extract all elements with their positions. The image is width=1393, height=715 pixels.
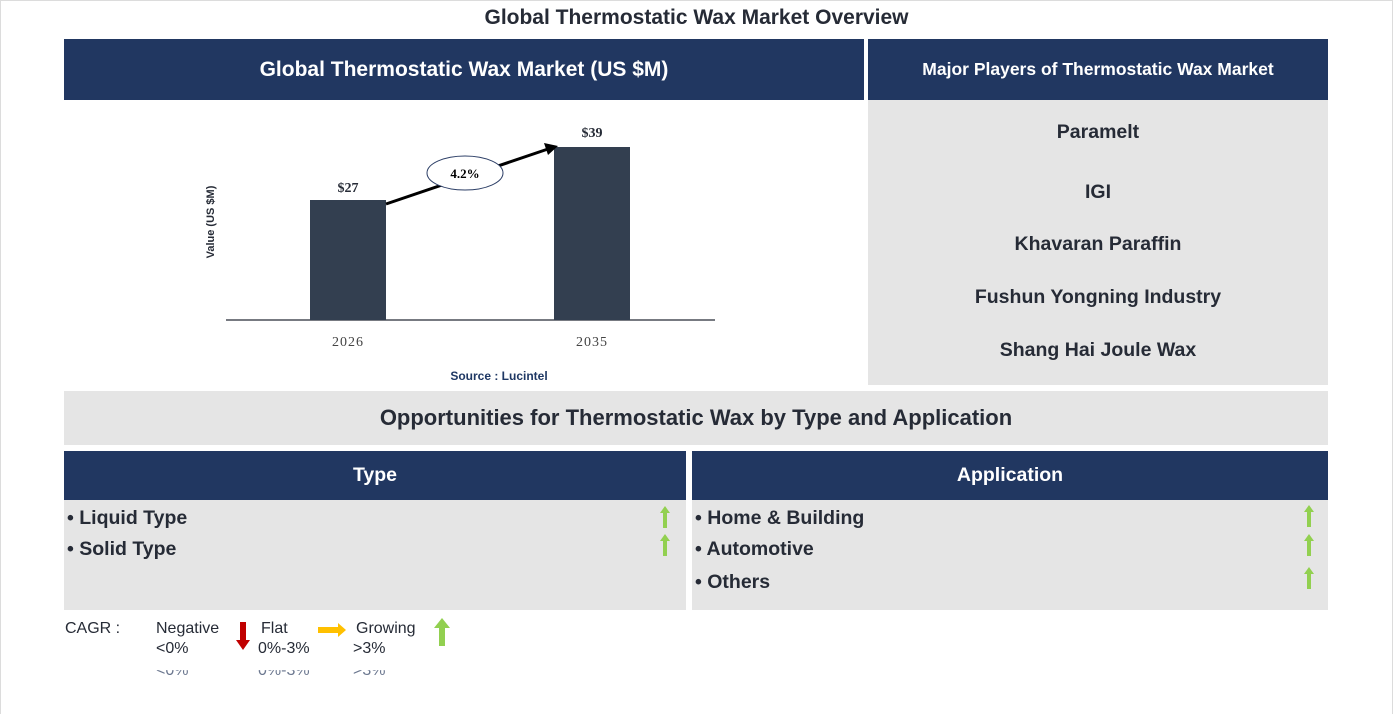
application-item-automotive: • Automotive (695, 538, 814, 560)
market-panel-header: Global Thermostatic Wax Market (US $M) (64, 39, 864, 100)
legend-negative-name: Negative (156, 620, 220, 637)
legend-growing-name: Growing (356, 620, 416, 637)
legend-growing-range: >3% (353, 640, 386, 657)
player-item: Fushun Yongning Industry (974, 286, 1222, 308)
application-item-others: • Others (695, 571, 771, 593)
type-item-liquid: • Liquid Type (67, 507, 188, 529)
application-header: Application (692, 451, 1328, 500)
right-arrow-icon (318, 623, 346, 637)
page-title: Global Thermostatic Wax Market Overview (484, 6, 909, 29)
cagr-value: 4.2% (450, 166, 479, 181)
application-list: • Home & Building • Automotive • Others (692, 500, 1328, 610)
legend-ghost-flat-range: 0%-3% (258, 662, 310, 679)
players-list: Paramelt IGI Khavaran Paraffin Fushun Yo… (868, 100, 1328, 385)
legend-negative-range: <0% (156, 640, 189, 657)
growing-up-arrow-icon (1304, 505, 1314, 527)
bar-value-label-2026: $27 (338, 181, 359, 196)
legend-label: CAGR : (65, 620, 121, 637)
bar-value-label-2035: $39 (582, 126, 603, 141)
type-list: • Liquid Type • Solid Type (64, 500, 686, 610)
type-header: Type (64, 451, 686, 500)
player-item: Paramelt (1056, 121, 1140, 143)
players-panel-header: Major Players of Thermostatic Wax Market (868, 39, 1328, 100)
legend-ghost-negative-range: <0% (156, 662, 189, 679)
source-label: Source : Lucintel (450, 369, 547, 383)
growing-up-arrow-icon (660, 534, 670, 556)
down-arrow-icon (236, 622, 250, 650)
growing-up-arrow-icon (1304, 567, 1314, 589)
growing-up-arrow-icon (660, 506, 670, 528)
player-item: IGI (1084, 181, 1111, 203)
player-item: Shang Hai Joule Wax (999, 339, 1197, 361)
y-axis-label: Value (US $M) (205, 185, 217, 258)
player-item: Khavaran Paraffin (1014, 233, 1182, 255)
cagr-legend: CAGR : Negative <0% Flat 0%-3% Growing >… (0, 612, 600, 712)
application-item-home-building: • Home & Building (695, 507, 865, 529)
type-item-solid: • Solid Type (67, 538, 177, 560)
x-tick-2026: 2026 (332, 335, 364, 350)
up-arrow-icon (434, 618, 450, 646)
bar-2035 (554, 147, 630, 320)
opportunities-title: Opportunities for Thermostatic Wax by Ty… (64, 391, 1328, 445)
legend-flat-name: Flat (261, 620, 288, 637)
legend-flat-range: 0%-3% (258, 640, 310, 657)
legend-ghost-growing-range: >3% (353, 662, 386, 679)
x-tick-2035: 2035 (576, 335, 608, 350)
bar-2026 (310, 200, 386, 320)
growing-up-arrow-icon (1304, 534, 1314, 556)
cagr-ellipse (426, 155, 504, 191)
market-bar-chart: Value (US $M) $27 $39 2026 2035 4.2% Sou… (64, 100, 864, 390)
